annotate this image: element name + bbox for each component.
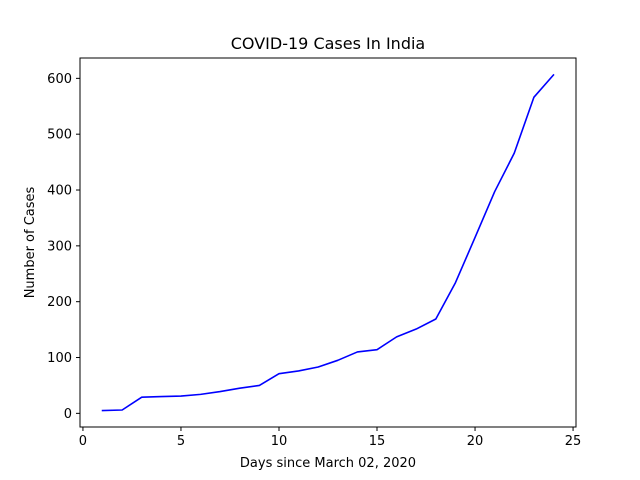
series-line (101, 73, 555, 412)
x-tick-label: 5 (177, 434, 185, 449)
y-tick-label: 400 (47, 184, 72, 199)
x-tick-label: 0 (79, 434, 87, 449)
x-tick-label: 15 (369, 434, 386, 449)
x-tick-label: 20 (467, 434, 484, 449)
y-tick-label: 100 (47, 351, 72, 366)
y-tick-label: 0 (64, 407, 72, 422)
chart-title: COVID-19 Cases In India (231, 34, 425, 53)
x-tick-label: 25 (565, 434, 582, 449)
x-tick-label: 10 (271, 434, 288, 449)
y-axis-label: Number of Cases (23, 186, 38, 298)
y-tick-label: 600 (47, 72, 72, 87)
plot-area-frame (79, 57, 577, 428)
y-tick-label: 200 (47, 295, 72, 310)
y-tick-label: 300 (47, 239, 72, 254)
y-tick-label: 500 (47, 128, 72, 143)
x-axis-label: Days since March 02, 2020 (240, 456, 416, 471)
